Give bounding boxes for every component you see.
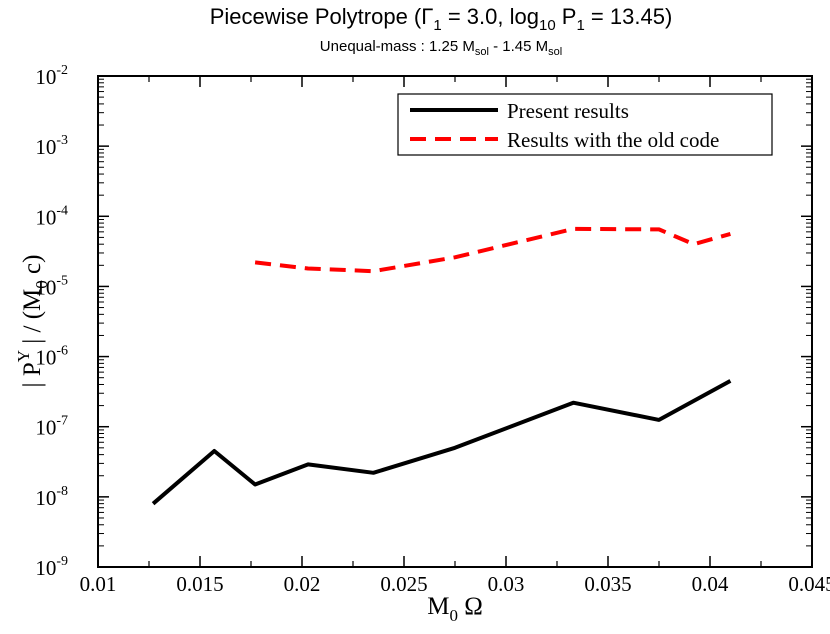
x-tick-label: 0.015 bbox=[176, 572, 223, 596]
chart-subtitle: Unequal-mass : 1.25 Msol - 1.45 Msol bbox=[320, 38, 562, 58]
y-axis-label: | PY | / (M0 c) bbox=[14, 255, 51, 388]
y-tick-label: 10-4 bbox=[35, 203, 68, 229]
x-axis-label: M0 Ω bbox=[427, 593, 483, 625]
x-tick-label: 0.01 bbox=[80, 572, 117, 596]
y-tick-label: 10-8 bbox=[35, 484, 68, 510]
data-series bbox=[151, 226, 732, 506]
y-tick-label: 10-6 bbox=[35, 344, 68, 370]
series-line-present-results bbox=[151, 379, 732, 506]
y-tick-label: 10-2 bbox=[35, 63, 68, 89]
x-tick-label: 0.03 bbox=[488, 572, 525, 596]
y-tick-label: 10-7 bbox=[35, 414, 68, 440]
x-tick-label: 0.045 bbox=[788, 572, 830, 596]
x-tick-label: 0.035 bbox=[584, 572, 631, 596]
y-tick-label: 10-5 bbox=[35, 273, 68, 299]
legend: Present results Results with the old cod… bbox=[397, 93, 773, 156]
x-tick-label: 0.02 bbox=[284, 572, 321, 596]
y-tick-label: 10-3 bbox=[35, 133, 68, 159]
legend-box bbox=[397, 93, 773, 156]
y-tick-labels: 10-9 10-8 10-7 10-6 10-5 10-4 10-3 10-2 bbox=[35, 63, 68, 580]
legend-label-old-code: Results with the old code bbox=[507, 128, 719, 152]
y-tick-label: 10-9 bbox=[35, 554, 68, 580]
x-tick-label: 0.04 bbox=[692, 572, 729, 596]
axis-ticks bbox=[97, 75, 813, 568]
series-line-old-code bbox=[254, 226, 731, 274]
x-tick-label: 0.025 bbox=[380, 572, 427, 596]
legend-label-present: Present results bbox=[507, 99, 629, 123]
chart-title: Piecewise Polytrope (Γ1 = 3.0, log10 P1 … bbox=[210, 4, 673, 34]
x-tick-labels: 0.01 0.015 0.02 0.025 0.03 0.035 0.04 0.045 bbox=[80, 572, 830, 596]
